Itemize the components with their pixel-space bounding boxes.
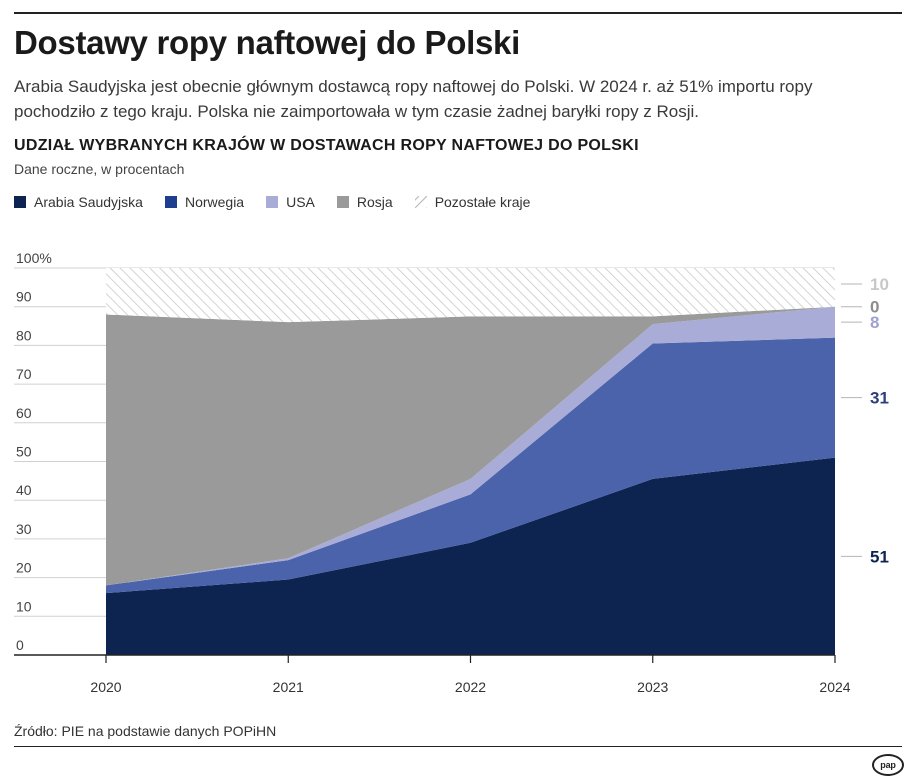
y-tick-label: 10 [16,598,32,614]
legend-label: USA [286,194,315,210]
legend-swatch-hatched [414,196,427,208]
legend-label: Pozostałe kraje [434,194,531,210]
legend-swatch [336,196,349,208]
end-label: 10 [870,275,889,294]
chart-subtitle: Dane roczne, w procentach [14,161,185,177]
legend-item-arabia: Arabia Saudyjska [14,194,143,210]
y-tick-label: 40 [16,482,32,498]
y-tick-label: 0 [16,637,24,653]
page-title: Dostawy ropy naftowej do Polski [14,24,520,61]
area-norwegia [106,337,835,594]
y-tick-label: 80 [16,327,32,343]
legend-item-pozostale: Pozostałe kraje [414,194,531,210]
area-arabia-saudyjska [106,457,835,655]
legend-item-norwegia: Norwegia [164,194,245,210]
area-pozosta-e-kraje [106,268,835,323]
end-label: 51 [870,547,889,566]
legend-label: Arabia Saudyjska [34,194,143,210]
x-tick-label: 2020 [90,679,121,695]
legend-swatch [14,196,26,208]
bottom-rule [14,746,902,747]
x-tick-label: 2021 [273,679,304,695]
chart-title: UDZIAŁ WYBRANYCH KRAJÓW W DOSTAWACH ROPY… [14,137,639,154]
chart-legend: Arabia Saudyjska Norwegia USA Rosja Pozo… [14,194,552,210]
y-tick-label: 90 [16,289,32,305]
pap-logo: pap [872,754,904,776]
end-label: 8 [870,313,879,332]
y-tick-label: 100% [16,250,52,266]
legend-swatch [266,196,279,208]
source-note: Źródło: PIE na podstawie danych POPiHN [14,723,277,739]
y-tick-label: 60 [16,405,32,421]
legend-swatch [164,196,177,208]
y-tick-label: 20 [16,560,32,576]
x-tick-label: 2023 [637,679,668,695]
area-rosja [106,306,835,586]
y-tick-label: 50 [16,444,32,460]
area-usa [106,306,835,586]
top-rule [14,12,902,14]
legend-item-rosja: Rosja [336,194,393,210]
legend-label: Rosja [356,194,393,210]
legend-label: Norwegia [184,194,245,210]
y-tick-label: 30 [16,521,32,537]
legend-item-usa: USA [266,194,315,210]
x-tick-label: 2022 [455,679,486,695]
page-subtitle: Arabia Saudyjska jest obecnie głównym do… [14,77,813,121]
y-tick-label: 70 [16,366,32,382]
end-label: 31 [870,389,889,408]
x-tick-label: 2024 [819,679,850,695]
end-label: 0 [870,298,879,317]
